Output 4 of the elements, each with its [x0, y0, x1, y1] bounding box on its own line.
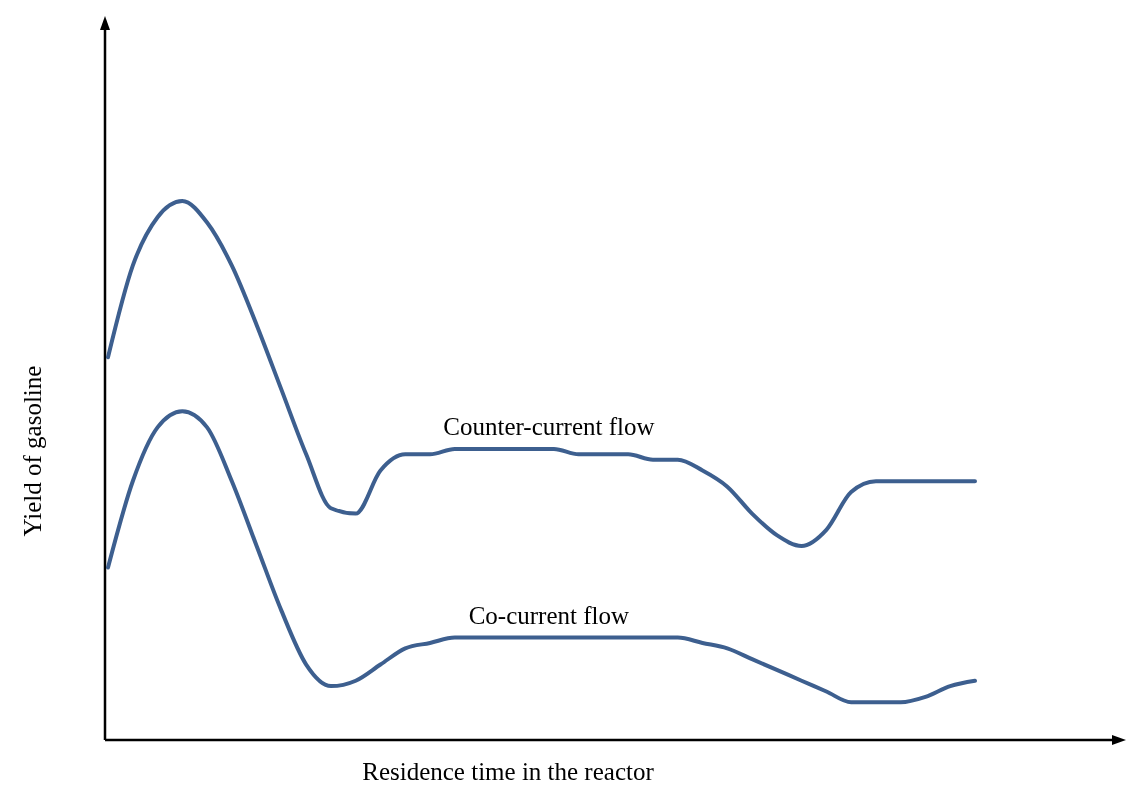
x-axis-title: Residence time in the reactor	[362, 758, 655, 785]
series-label: Co-current flow	[468, 601, 630, 629]
y-axis-title: Yield of gasoline	[19, 365, 46, 537]
series-label: Counter-current flow	[443, 412, 655, 440]
